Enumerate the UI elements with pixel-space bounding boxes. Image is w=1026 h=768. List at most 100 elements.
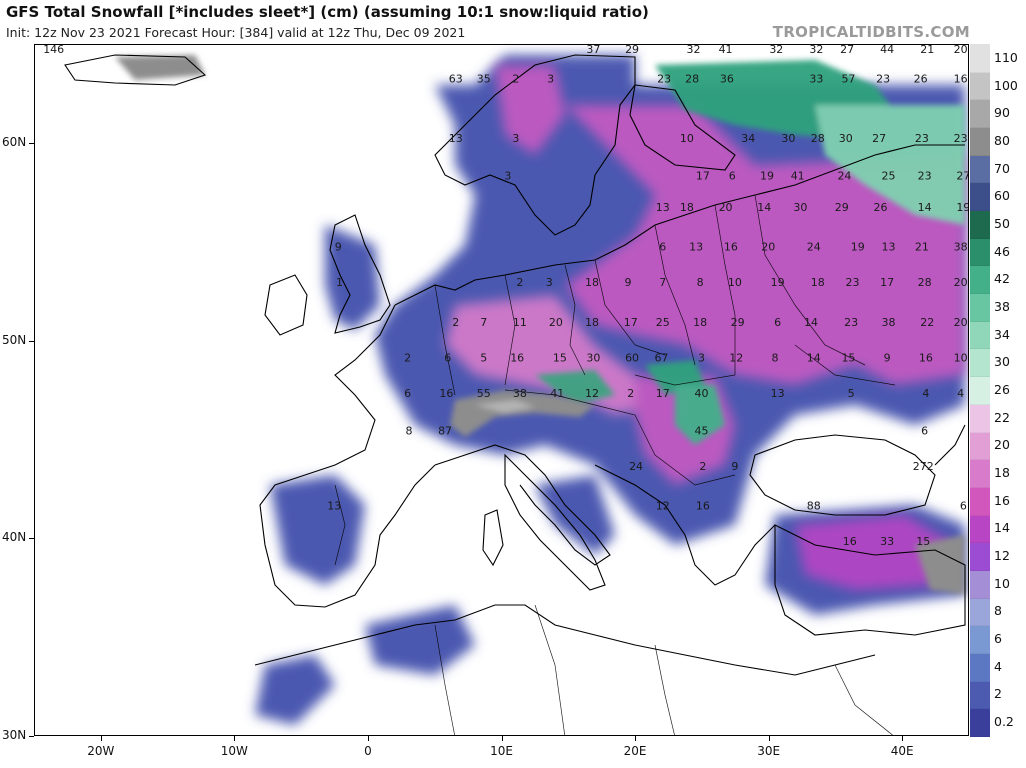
snowfall-value-label: 40 xyxy=(695,387,709,400)
snowfall-value-label: 26 xyxy=(914,73,928,86)
longitude-tick xyxy=(100,736,102,741)
snowfall-value-label: 22 xyxy=(920,316,934,329)
snowfall-value-label: 6 xyxy=(960,500,967,513)
latitude-label: 40N xyxy=(2,530,27,545)
snowfall-value-label: 18 xyxy=(585,276,599,289)
snowfall-value-label: 21 xyxy=(920,45,934,56)
chart-subtitle: Init: 12z Nov 23 2021 Forecast Hour: [38… xyxy=(6,25,466,40)
snowfall-value-label: 55 xyxy=(477,387,491,400)
colorbar-label: 110 xyxy=(994,49,1018,65)
snowfall-value-label: 16 xyxy=(954,73,968,86)
snowfall-value-label: 7 xyxy=(480,316,487,329)
snowfall-value-label: 25 xyxy=(882,169,896,182)
colorbar-swatch xyxy=(970,127,990,156)
snowfall-value-label: 20 xyxy=(954,316,968,329)
snowfall-value-label: 28 xyxy=(685,73,699,86)
snowfall-value-label: 28 xyxy=(918,276,932,289)
snowfall-value-label: 6 xyxy=(404,387,411,400)
colorbar-swatch xyxy=(970,625,990,654)
colorbar-label: 2 xyxy=(994,686,1002,702)
snowfall-value-label: 16 xyxy=(696,500,710,513)
snowfall-value-label: 13 xyxy=(882,241,896,254)
colorbar-label: 38 xyxy=(994,298,1010,314)
longitude-tick xyxy=(501,736,503,741)
alps-heavy-snow xyxy=(115,55,965,595)
snowfall-value-label: 15 xyxy=(841,351,855,364)
colorbar-label: 90 xyxy=(994,105,1010,121)
snowfall-value-label: 30 xyxy=(839,132,853,145)
snowfall-value-label: 44 xyxy=(880,45,894,56)
latitude-label: 60N xyxy=(2,134,27,149)
colorbar-label: 22 xyxy=(994,409,1010,425)
colorbar-label: 4 xyxy=(994,658,1002,674)
longitude-label: 20E xyxy=(623,744,647,758)
longitude-label: 10E xyxy=(490,744,513,758)
colorbar-swatch xyxy=(970,71,990,101)
snowfall-value-label: 19 xyxy=(956,201,969,214)
latitude-label: 50N xyxy=(2,332,27,347)
snowfall-value-label: 6 xyxy=(729,169,736,182)
colorbar-label: 0.2 xyxy=(994,714,1014,730)
colorbar-swatch xyxy=(970,431,990,461)
colorbar-swatch xyxy=(970,182,990,212)
colorbar-swatch xyxy=(970,542,990,571)
snowfall-value-label: 2 xyxy=(452,316,459,329)
colorbar-label: 42 xyxy=(994,271,1010,287)
snowfall-value-label: 32 xyxy=(809,45,823,56)
longitude-label: 20W xyxy=(87,744,115,758)
snowfall-value-label: 21 xyxy=(915,241,929,254)
snowfall-value-label: 19 xyxy=(771,276,785,289)
longitude-label: 30E xyxy=(757,744,781,758)
colorbar-label: 34 xyxy=(994,326,1010,342)
longitude-label: 10W xyxy=(220,744,248,758)
snowfall-value-label: 27 xyxy=(840,45,854,56)
colorbar-label: 46 xyxy=(994,243,1010,259)
colorbar-swatch xyxy=(970,486,990,516)
snowfall-value-label: 13 xyxy=(327,500,341,513)
latitude-label: 30N xyxy=(2,728,27,742)
snowfall-value-label: 3 xyxy=(504,169,511,182)
snowfall-value-label: 18 xyxy=(680,201,694,214)
snowfall-value-label: 19 xyxy=(851,241,865,254)
snowfall-value-label: 14 xyxy=(918,201,932,214)
longitude-tick xyxy=(768,736,770,741)
snowfall-map: 2614637293241323227442120633523232836335… xyxy=(34,44,969,736)
colorbar-label: 20 xyxy=(994,437,1010,453)
snowfall-value-label: 6 xyxy=(921,424,928,437)
snowfall-value-label: 5 xyxy=(480,351,487,364)
snowfall-value-label: 16 xyxy=(843,535,857,548)
snowfall-value-label: 2 xyxy=(404,351,411,364)
snowfall-value-label: 88 xyxy=(807,500,821,513)
snowfall-value-label: 38 xyxy=(882,316,896,329)
longitude-tick xyxy=(367,736,369,741)
colorbar-label: 80 xyxy=(994,132,1010,148)
snowfall-value-label: 41 xyxy=(719,45,733,56)
colorbar-label: 16 xyxy=(994,492,1010,508)
snowfall-value-label: 26 xyxy=(874,201,888,214)
snowfall-value-label: 23 xyxy=(954,132,968,145)
colorbar-label: 60 xyxy=(994,188,1010,204)
colorbar-swatch xyxy=(970,99,990,129)
snowfall-value-label: 12 xyxy=(656,500,670,513)
snow-field-heavy xyxy=(535,60,965,445)
snowfall-value-label: 20 xyxy=(954,45,968,56)
snowfall-value-label: 9 xyxy=(625,276,632,289)
colorbar-label: 6 xyxy=(994,631,1002,647)
snowfall-value-label: 9 xyxy=(884,351,891,364)
snowfall-value-label: 33 xyxy=(809,73,823,86)
snowfall-value-label: 18 xyxy=(585,316,599,329)
colorbar-swatch xyxy=(970,459,990,488)
snowfall-value-label: 20 xyxy=(719,201,733,214)
snowfall-value-label: 33 xyxy=(880,535,894,548)
colorbar-label: 50 xyxy=(994,215,1010,231)
snowfall-value-label: 6 xyxy=(774,316,781,329)
snowfall-value-label: 15 xyxy=(553,351,567,364)
snowfall-value-label: 30 xyxy=(586,351,600,364)
snowfall-value-label: 24 xyxy=(629,460,643,473)
colorbar-label: 30 xyxy=(994,354,1010,370)
snowfall-value-label: 29 xyxy=(625,45,639,56)
longitude-tick xyxy=(234,736,236,741)
snowfall-value-label: 67 xyxy=(654,351,668,364)
colorbar-label: 70 xyxy=(994,160,1010,176)
snowfall-value-label: 14 xyxy=(757,201,771,214)
